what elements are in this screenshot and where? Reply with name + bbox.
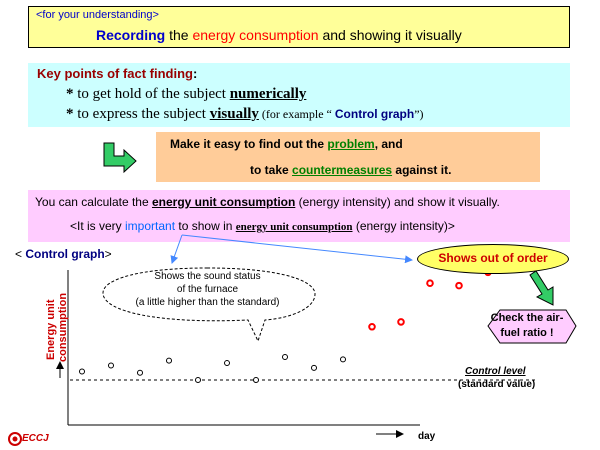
normal-data-point (282, 354, 288, 361)
eccj-logo-text: ECCJ (22, 433, 49, 444)
abnormal-data-point (426, 279, 434, 288)
normal-data-point (253, 377, 259, 383)
abnormal-data-point (368, 322, 376, 331)
normal-data-point (340, 356, 346, 363)
y-axis-label: Energy unit consumption (45, 292, 69, 362)
abnormal-data-point (455, 281, 463, 290)
title-box (28, 6, 570, 48)
eccj-logo-icon (8, 432, 22, 446)
make-easy-line-1: Make it easy to find out the problem, an… (170, 137, 403, 151)
pointer-line-to-callout (170, 234, 183, 264)
make-easy-line-2: to take countermeasures against it. (250, 163, 452, 177)
pointer-line-to-order (181, 234, 413, 264)
callout-bubble (102, 267, 316, 343)
callout-line-3: (a little higher than the standard) (135, 297, 280, 308)
shows-out-of-order-bubble: Shows out of order (417, 244, 569, 274)
green-elbow-arrow (103, 142, 137, 174)
callout-line-1: Shows the sound status (154, 271, 261, 282)
abnormal-data-point (397, 318, 405, 326)
calc-box (28, 190, 570, 242)
title-line: Recording the energy consumption and sho… (96, 27, 462, 43)
check-box-shape (487, 309, 577, 344)
control-level-label: Control level (465, 366, 526, 377)
standard-value-label: (standard value) (458, 379, 536, 390)
callout-line-2: of the furnace (176, 284, 239, 295)
key-point-numerically: * to get hold of the subject numerically (66, 86, 307, 102)
normal-data-point (166, 357, 172, 364)
control-graph-label: < Control graph> (15, 247, 112, 261)
x-axis-label: day (418, 431, 436, 442)
normal-data-point (108, 362, 114, 369)
normal-data-point (79, 368, 85, 375)
key-points-box (28, 63, 570, 127)
calc-line-2: <It is very important to show in energy … (70, 219, 455, 233)
normal-data-point (195, 377, 201, 383)
green-down-arrow (529, 270, 554, 306)
check-air-fuel-label: Check the air-fuel ratio ! (490, 312, 564, 339)
data-points (79, 268, 492, 383)
calc-line-1: You can calculate the energy unit consum… (35, 195, 500, 209)
normal-data-point (311, 364, 317, 371)
key-points-title: Key points of fact finding: (37, 66, 198, 81)
normal-data-point (224, 360, 230, 367)
title-tag: <for your understanding> (36, 9, 159, 21)
callout-text: Shows the sound status of the furnace (a l… (110, 270, 305, 309)
normal-data-point (137, 369, 143, 376)
make-easy-box (156, 132, 540, 182)
key-point-visually: * to express the subject visually (for e… (66, 106, 424, 122)
